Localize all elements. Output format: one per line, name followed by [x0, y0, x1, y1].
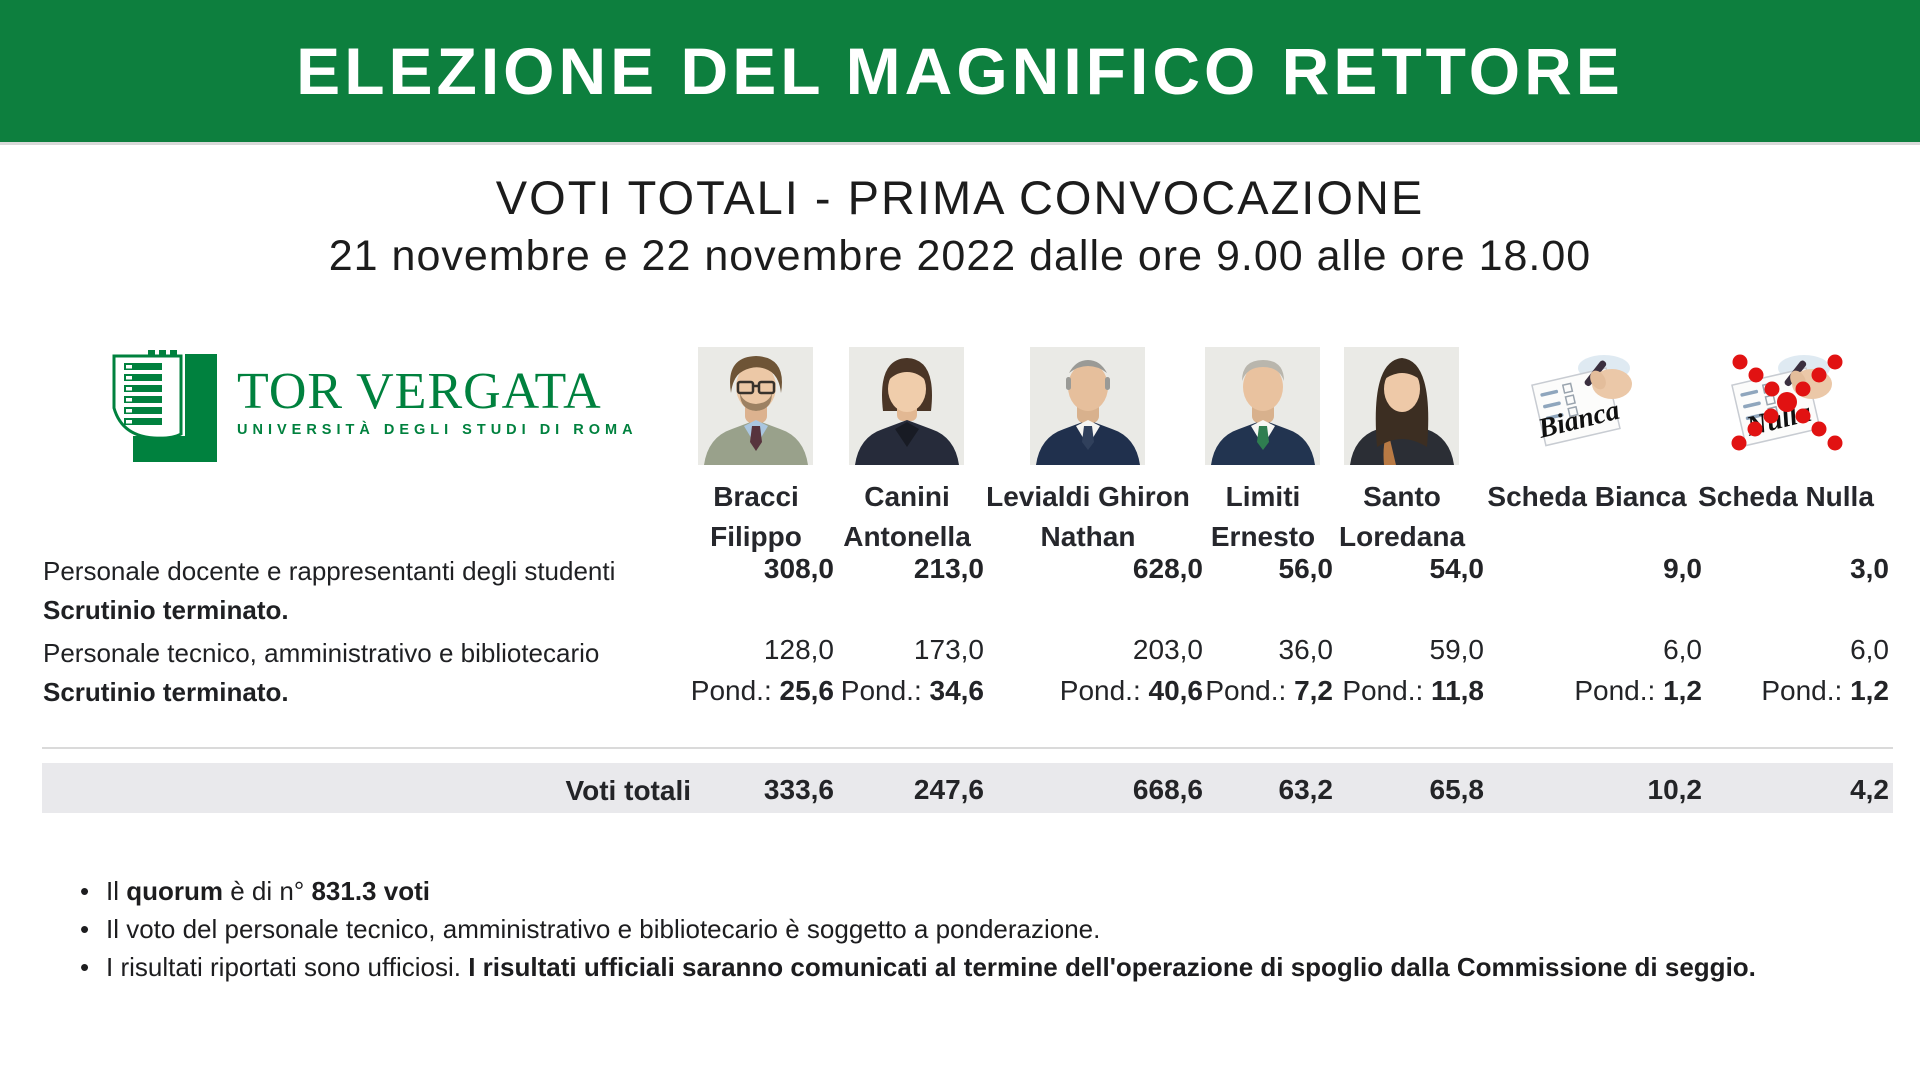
column-header-levialdi: Levialdi Ghiron Nathan	[986, 481, 1190, 552]
vote-cell: 54,0	[1429, 553, 1485, 584]
portrait-icon	[698, 347, 813, 465]
subtitle: VOTI TOTALI - PRIMA CONVOCAZIONE	[495, 171, 1425, 224]
note-ufficiosi: • I risultati riportati sono ufficiosi. I…	[80, 952, 1756, 982]
candidate-photo-levialdi	[1030, 347, 1145, 465]
tor-vergata-tower-icon	[112, 350, 217, 462]
bullet-icon: •	[80, 952, 90, 982]
vote-cell: 59,0	[1429, 634, 1485, 665]
vote-cell: 3,0	[1850, 553, 1889, 584]
vote-cell: 6,0	[1850, 634, 1889, 665]
column-header-bracci: Bracci Filippo	[710, 481, 802, 552]
weighted-cell: Pond.: 25,6	[690, 675, 834, 706]
weighted-cell: Pond.: 1,2	[1761, 675, 1889, 706]
table-divider	[42, 747, 1893, 749]
university-logo: TOR VERGATA UNIVERSITÀ DEGLI STUDI DI RO…	[110, 350, 633, 465]
total-cell: 63,2	[1278, 774, 1334, 805]
candidate-photo-canini	[849, 347, 964, 465]
total-cell: 247,6	[913, 774, 984, 805]
scheda-bianca-icon: Bianca	[1526, 350, 1648, 454]
bullet-icon: •	[80, 876, 90, 906]
vote-cell: 36,0	[1278, 634, 1334, 665]
weighted-cell: Pond.: 11,8	[1342, 675, 1484, 706]
candidate-photo-santo	[1344, 347, 1459, 465]
weighted-cell: Pond.: 34,6	[840, 675, 984, 706]
red-x-dots	[1731, 354, 1843, 451]
vote-cell: 56,0	[1278, 553, 1334, 584]
portrait-icon	[849, 347, 964, 465]
vote-cell: 628,0	[1132, 553, 1203, 584]
vote-cell: 308,0	[763, 553, 834, 584]
row-status-docenti: Scrutinio terminato.	[43, 595, 289, 625]
vote-cell: 6,0	[1663, 634, 1702, 665]
logo-text: TOR VERGATA UNIVERSITÀ DEGLI STUDI DI RO…	[237, 363, 657, 439]
header-banner: ELEZIONE DEL MAGNIFICO RETTORE	[0, 0, 1920, 145]
vote-cell: 203,0	[1132, 634, 1203, 665]
vote-cell: 173,0	[913, 634, 984, 665]
column-header-scheda-nulla: Scheda Nulla	[1698, 481, 1874, 512]
weighted-cell: Pond.: 40,6	[1059, 675, 1203, 706]
column-header-limiti: Limiti Ernesto	[1210, 481, 1316, 552]
logo-title: TOR VERGATA	[237, 363, 602, 420]
row-label-docenti: Personale docente e rappresentanti degli…	[43, 556, 616, 586]
total-cell: 10,2	[1647, 774, 1703, 805]
portrait-icon	[1030, 347, 1145, 465]
date-line: 21 novembre e 22 novembre 2022 dalle ore…	[328, 232, 1592, 280]
candidate-photo-bracci	[698, 347, 813, 465]
column-header-canini: Canini Antonella	[843, 481, 971, 552]
column-header-scheda-bianca: Scheda Bianca	[1487, 481, 1687, 512]
note-quorum: • Il quorum è di n° 831.3 voti	[80, 876, 430, 906]
scheda-nulla-icon: Nulla	[1726, 350, 1848, 454]
page-title: ELEZIONE DEL MAGNIFICO RETTORE	[296, 34, 1624, 108]
portrait-icon	[1344, 347, 1459, 465]
candidate-photo-limiti	[1205, 347, 1320, 465]
bullet-icon: •	[80, 914, 90, 944]
total-cell: 333,6	[763, 774, 834, 805]
portrait-icon	[1205, 347, 1320, 465]
vote-cell: 9,0	[1663, 553, 1702, 584]
note-ponderazione: • Il voto del personale tecnico, amminist…	[80, 914, 1101, 944]
logo-subtitle: UNIVERSITÀ DEGLI STUDI DI ROMA	[237, 422, 638, 438]
vote-cell: 213,0	[913, 553, 984, 584]
total-cell: 65,8	[1429, 774, 1485, 805]
totals-band	[42, 763, 1893, 813]
row-label-tecnico: Personale tecnico, amministrativo e bibl…	[43, 638, 600, 668]
vote-cell: 128,0	[763, 634, 834, 665]
weighted-cell: Pond.: 7,2	[1205, 675, 1333, 706]
totals-label: Voti totali	[565, 775, 691, 806]
weighted-cell: Pond.: 1,2	[1574, 675, 1702, 706]
total-cell: 4,2	[1850, 774, 1889, 805]
total-cell: 668,6	[1132, 774, 1203, 805]
column-header-santo: Santo Loredana	[1338, 481, 1466, 552]
row-status-tecnico: Scrutinio terminato.	[43, 677, 289, 707]
